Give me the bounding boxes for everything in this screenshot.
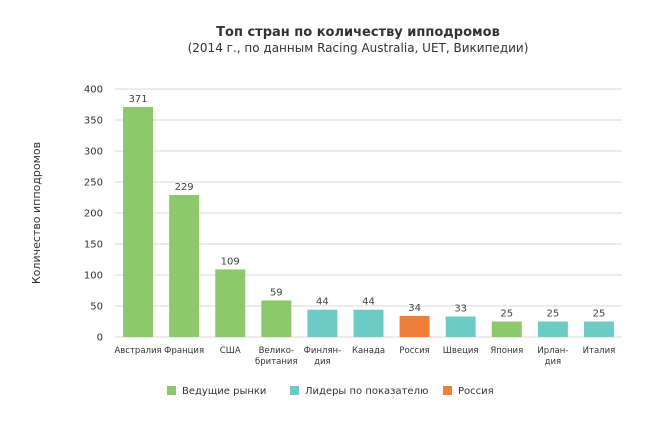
legend-label: Россия: [458, 386, 494, 397]
y-tick-label: 300: [84, 147, 103, 158]
category-label: Канада: [352, 346, 385, 356]
legend-label: Лидеры по показателю: [305, 386, 428, 397]
y-axis-ticks: 0 50 100 150 200 250 300 350 400: [84, 85, 103, 344]
value-label: 44: [362, 297, 375, 308]
y-tick-label: 200: [84, 209, 103, 220]
category-label: Франция: [164, 346, 204, 356]
value-label: 371: [128, 94, 147, 105]
category-label: США: [220, 346, 241, 356]
category-label: Швеция: [443, 346, 479, 356]
gridlines: [115, 88, 622, 338]
bar: [307, 309, 338, 337]
value-labels: 371 229 109 59 44 44 34 33 25 25 25: [128, 94, 605, 320]
category-label: Велико-британия: [255, 346, 298, 367]
y-tick-label: 50: [90, 302, 103, 313]
category-labels: Австралия Франция США Велико-британия Финлян…: [114, 346, 615, 367]
y-tick-label: 150: [84, 240, 103, 251]
legend-swatch: [290, 386, 299, 395]
y-tick-label: 0: [97, 333, 103, 344]
bar: [445, 316, 476, 337]
y-axis-label: Количество ипподромов: [30, 142, 43, 284]
bar: [353, 309, 384, 337]
bars: [123, 106, 614, 337]
value-label: 229: [175, 182, 194, 193]
bar: [169, 195, 200, 337]
category-label: Австралия: [114, 346, 161, 356]
category-label: Италия: [583, 346, 616, 356]
legend-label: Ведущие рынки: [182, 386, 266, 397]
value-label: 25: [500, 309, 513, 320]
y-tick-label: 350: [84, 116, 103, 127]
bar: [583, 321, 614, 337]
bar: [261, 300, 292, 337]
legend-swatch: [443, 386, 452, 395]
bar: [215, 269, 246, 337]
value-label: 25: [593, 309, 606, 320]
chart-subtitle: (2014 г., по данным Racing Australia, UE…: [188, 41, 529, 55]
value-label: 109: [221, 256, 240, 267]
category-label: Россия: [399, 346, 429, 356]
bar: [491, 321, 522, 337]
value-label: 34: [408, 303, 421, 314]
y-tick-label: 100: [84, 271, 103, 282]
category-label: Ирлан-дия: [537, 346, 568, 367]
value-label: 25: [546, 309, 559, 320]
value-label: 44: [316, 297, 329, 308]
legend: Ведущие рынки Лидеры по показателю Россия: [167, 386, 494, 397]
bar: [123, 106, 154, 337]
y-tick-label: 250: [84, 178, 103, 189]
bar: [537, 321, 568, 337]
value-label: 59: [270, 287, 283, 298]
value-label: 33: [454, 304, 467, 315]
y-tick-label: 400: [84, 85, 103, 96]
legend-swatch: [167, 386, 176, 395]
category-label: Финлян-дия: [304, 346, 342, 367]
category-label: Япония: [490, 346, 523, 356]
bar: [399, 315, 430, 337]
chart-title: Топ стран по количеству ипподромов: [216, 25, 500, 40]
